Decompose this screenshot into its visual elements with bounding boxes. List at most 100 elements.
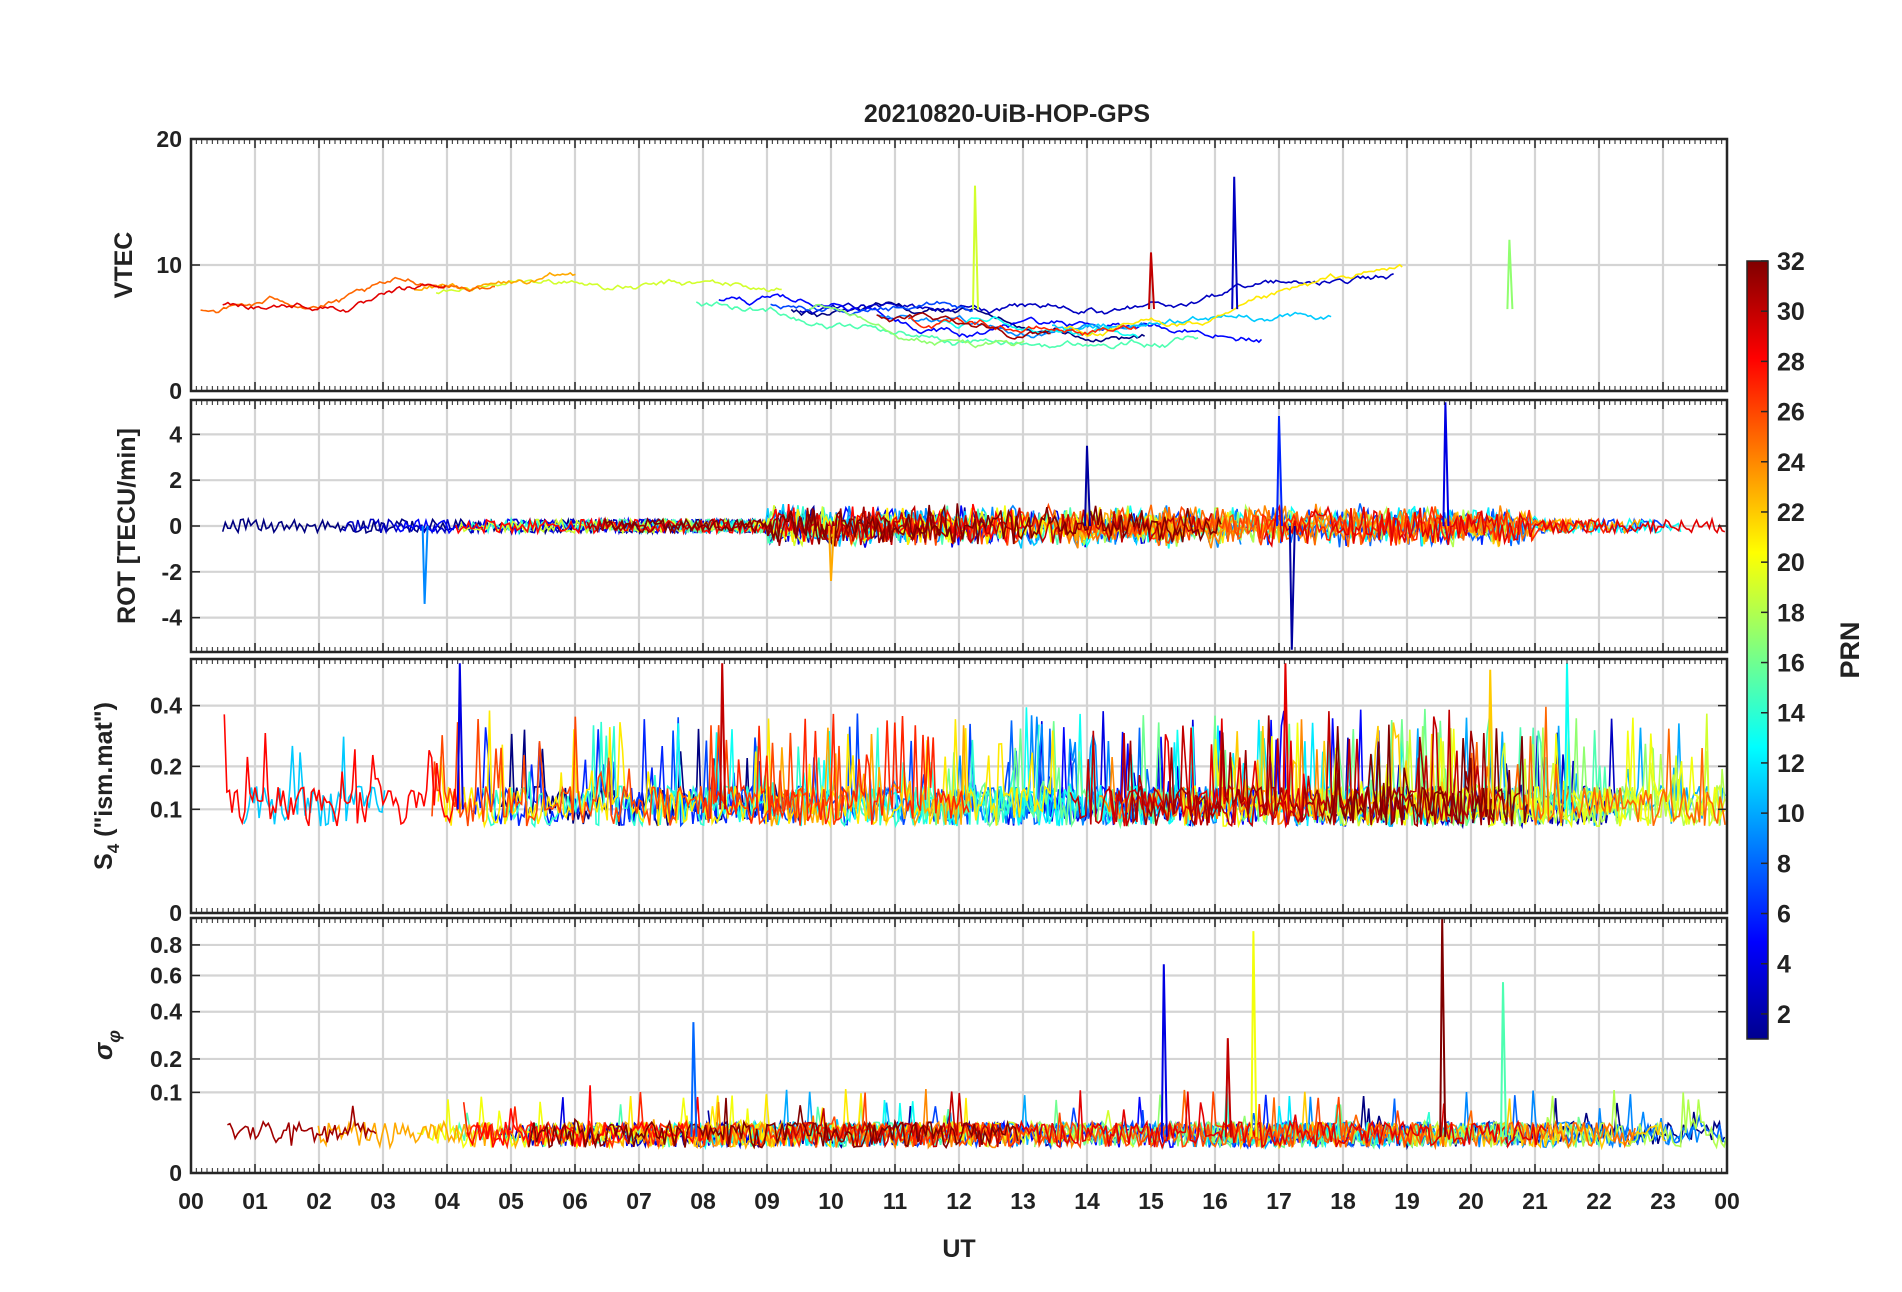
rot-prn-trace <box>1263 504 1726 548</box>
vtec-prn-trace <box>907 316 1137 337</box>
x-tick-label: 14 <box>1074 1188 1100 1214</box>
x-axis-label: UT <box>942 1235 975 1263</box>
sigma-phi-ytick-label: 0 <box>169 1160 182 1186</box>
s4-grid <box>189 659 1729 915</box>
sigma-phi-yticks: 0 0.1 0.2 0.4 0.6 0.8 <box>150 932 1727 1186</box>
rot-ytick-label: 4 <box>169 421 182 447</box>
rot-prn-trace <box>762 504 1213 546</box>
sigma-phi-series <box>227 918 1728 1151</box>
panel-s4: 0 0.1 0.2 0.4 S4 ("ism.mat") <box>90 657 1729 926</box>
s4-ylabel-sub: 4 <box>104 843 123 853</box>
x-tick-label: 16 <box>1202 1188 1228 1214</box>
sigma-phi-ytick-label: 0.1 <box>150 1079 182 1105</box>
x-tick-label: 23 <box>1650 1188 1676 1214</box>
s4-ytick-label: 0.2 <box>150 753 182 779</box>
s4-prn-trace <box>1181 717 1726 829</box>
sigma-phi-prn-trace <box>1015 1090 1547 1150</box>
x-tick-label: 15 <box>1138 1188 1164 1214</box>
sigma-phi-ytick-label: 0.8 <box>150 932 182 958</box>
vtec-ytick-label: 10 <box>156 252 182 278</box>
rot-spike <box>1276 415 1283 527</box>
panel-rot: -4 -2 0 2 4 ROT [TECU/min] <box>113 398 1729 654</box>
s4-spike <box>1487 669 1495 810</box>
colorbar-tick-label: 14 <box>1777 700 1805 728</box>
rot-yticks: -4 -2 0 2 4 <box>162 421 1727 631</box>
s4-prn-trace <box>1127 715 1495 828</box>
s4-series <box>223 663 1726 830</box>
rot-spike <box>421 525 429 604</box>
vtec-prn-trace <box>222 283 447 313</box>
colorbar-tick-label: 28 <box>1777 348 1805 376</box>
s4-ylabel: S4 ("ism.mat") <box>90 702 123 870</box>
vtec-ytick-label: 0 <box>169 378 182 404</box>
colorbar-tick-label: 2 <box>1777 1001 1791 1029</box>
colorbar-tick-label: 4 <box>1777 951 1791 979</box>
rot-spike <box>1084 445 1091 527</box>
x-tick-label: 00 <box>1714 1188 1740 1214</box>
colorbar-tick-label: 26 <box>1777 399 1805 427</box>
vtec-prn-trace <box>809 303 1025 349</box>
x-tick-label: 22 <box>1586 1188 1612 1214</box>
colorbar-tick-label: 6 <box>1777 901 1791 929</box>
x-tick-label: 06 <box>562 1188 588 1214</box>
rot-spike <box>828 525 835 582</box>
colorbar-gradient <box>1746 260 1769 1040</box>
sigma-phi-prn-trace <box>417 1095 792 1150</box>
chart-title: 20210820-UiB-HOP-GPS <box>864 100 1150 128</box>
vtec-spike <box>1148 252 1155 310</box>
vtec-prn-trace <box>200 276 496 314</box>
s4-prn-trace <box>702 713 970 826</box>
s4-prn-trace <box>1223 722 1453 825</box>
vtec-prn-trace <box>1064 263 1403 337</box>
sigma-phi-spike <box>1439 918 1447 1137</box>
vtec-spike <box>1506 239 1514 310</box>
vtec-grid <box>189 137 1729 393</box>
x-tick-label: 02 <box>306 1188 332 1214</box>
vtec-ylabel: VTEC <box>110 232 138 299</box>
sigma-phi-spike <box>1500 982 1507 1137</box>
sigma-phi-spike <box>1224 1038 1232 1137</box>
sigma-phi-prn-trace <box>227 1105 377 1146</box>
s4-prn-trace <box>223 711 461 827</box>
rot-ytick-label: 2 <box>169 467 182 493</box>
x-tick-label: 11 <box>883 1188 908 1214</box>
x-tick-label: 12 <box>946 1188 972 1214</box>
s4-ytick-label: 0.1 <box>150 796 182 822</box>
s4-ytick-label: 0 <box>169 900 182 926</box>
s4-ytick-label: 0.4 <box>150 693 182 719</box>
vtec-prn-trace <box>435 278 782 295</box>
x-tick-label: 21 <box>1522 1188 1548 1214</box>
colorbar-tick-label: 24 <box>1777 449 1805 477</box>
x-tick-labels: 00 01 02 03 04 05 06 07 08 09 10 11 12 13 14 15 16 17 18 19… <box>178 1188 1740 1214</box>
vtec-prn-trace <box>876 311 1051 340</box>
colorbar-tick-label: 12 <box>1777 750 1805 778</box>
rot-spike <box>1288 525 1296 650</box>
x-tick-label: 17 <box>1266 1188 1292 1214</box>
x-tick-label: 03 <box>370 1188 396 1214</box>
vtec-prn-trace <box>414 271 576 292</box>
s4-prn-trace <box>431 716 845 827</box>
colorbar-tick-label: 8 <box>1777 850 1791 878</box>
rot-xticks <box>190 400 1728 652</box>
rot-ytick-label: -2 <box>162 559 182 585</box>
sigma-phi-prn-trace <box>1087 1089 1636 1151</box>
sigma-phi-ylabel-main: σ <box>88 1041 118 1060</box>
vtec-series <box>200 176 1514 350</box>
rot-ytick-label: 0 <box>169 513 182 539</box>
vtec-spike <box>1231 176 1239 310</box>
s4-prn-trace <box>1108 718 1310 829</box>
rot-prn-trace <box>455 503 1025 543</box>
vtec-ytick-label: 20 <box>156 126 182 152</box>
colorbar-tick-label: 32 <box>1777 248 1805 276</box>
s4-spike <box>456 663 464 810</box>
rot-series <box>221 402 1726 650</box>
x-tick-label: 13 <box>1010 1188 1036 1214</box>
colorbar-tick-label: 16 <box>1777 650 1805 678</box>
sigma-phi-prn-trace <box>528 1097 1019 1150</box>
sigma-phi-ytick-label: 0.2 <box>150 1046 182 1072</box>
colorbar-tick-label: 20 <box>1777 549 1805 577</box>
s4-ylabel-rest: ("ism.mat") <box>90 702 118 844</box>
x-tick-label: 01 <box>242 1188 268 1214</box>
s4-xticks <box>190 659 1728 913</box>
